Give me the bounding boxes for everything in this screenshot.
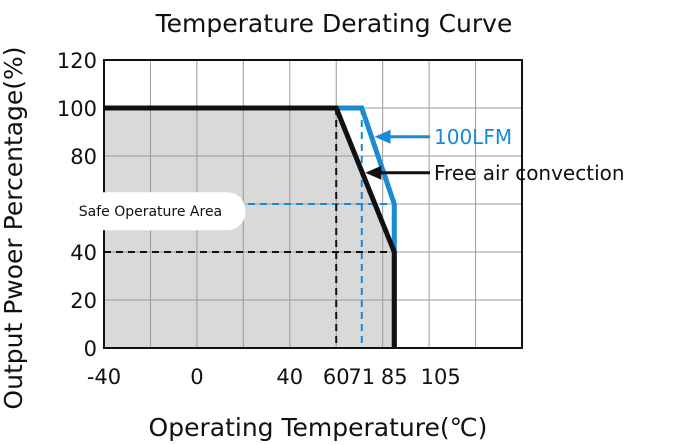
safe-operation-area (104, 108, 395, 348)
x-tick-label: -40 (87, 365, 121, 389)
series-annotations: 100LFM Free air convection (365, 125, 625, 185)
annotation-label: 100LFM (434, 125, 512, 149)
y-tick-label: 0 (84, 337, 97, 361)
annotation-arrowhead (365, 165, 382, 180)
x-tick-label: 85 (381, 365, 408, 389)
safe-area-label: Safe Operature Area (55, 192, 246, 231)
x-tick-label: 40 (276, 365, 303, 389)
y-tick-label: 40 (70, 241, 97, 265)
y-tick-label: 100 (57, 97, 97, 121)
x-tick-label: 0 (190, 365, 203, 389)
y-tick-label: 120 (57, 49, 97, 73)
annotation-arrowhead (374, 129, 391, 144)
x-tick-label: 71 (348, 365, 375, 389)
chart-title: Temperature Derating Curve (155, 9, 513, 38)
series-line-free-air (104, 105, 397, 348)
safe-area-label-text: Safe Operature Area (79, 204, 222, 220)
y-tick-label: 80 (70, 145, 97, 169)
series-lines (104, 105, 397, 348)
y-axis-title: Output Pwoer Percentage(%) (0, 46, 28, 409)
y-tick-label: 20 (70, 289, 97, 313)
x-tick-label: 105 (421, 365, 461, 389)
annotation-label: Free air convection (434, 161, 625, 185)
safe-area-bubble (55, 192, 246, 231)
x-tick-label: 60 (323, 365, 350, 389)
x-axis-title: Operating Temperature(℃) (149, 413, 488, 442)
